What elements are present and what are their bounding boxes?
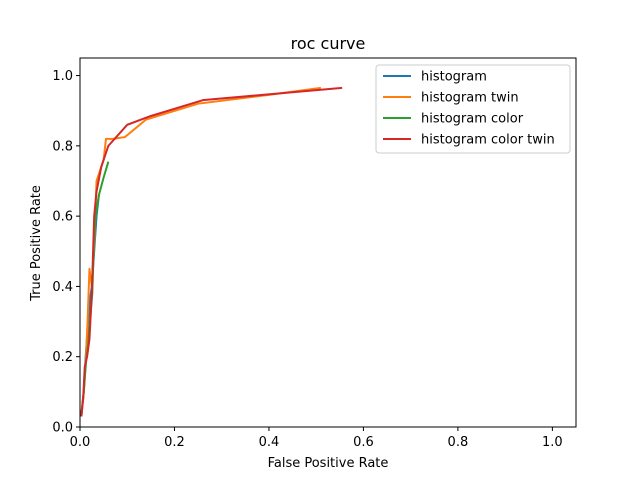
x-tick-label: 0.4 — [259, 435, 280, 450]
y-tick-label: 0.0 — [52, 421, 73, 436]
legend-label-1: histogram — [421, 70, 487, 85]
legend-frame — [375, 64, 571, 154]
series-layer — [80, 86, 343, 417]
legend-label-2: histogram twin — [421, 91, 519, 106]
y-axis-label: True Positive Rate — [29, 185, 44, 302]
series-line-4 — [80, 86, 343, 417]
y-tick-label: 0.2 — [52, 350, 73, 365]
legend-label-4: histogram color twin — [421, 133, 555, 148]
x-axis-ticks: 0.0 0.2 0.4 0.6 0.8 1.0 — [70, 427, 563, 450]
y-tick-label: 0.8 — [52, 139, 73, 154]
y-tick-label: 0.4 — [52, 280, 73, 295]
x-tick-label: 0.6 — [353, 435, 374, 450]
legend-label-3: histogram color — [421, 112, 524, 127]
legend: histogram histogram twin histogram color hi… — [375, 64, 571, 154]
y-tick-label: 0.6 — [52, 210, 73, 225]
y-tick-label: 1.0 — [52, 69, 73, 84]
plot-frame — [79, 57, 577, 428]
x-axis-label: False Positive Rate — [268, 456, 389, 471]
x-tick-label: 1.0 — [542, 435, 563, 450]
x-tick-label: 0.2 — [164, 435, 185, 450]
chart-title: roc curve — [291, 34, 366, 53]
x-tick-label: 0.0 — [70, 435, 91, 450]
x-tick-label: 0.8 — [448, 435, 469, 450]
y-axis-ticks: 0.0 0.2 0.4 0.6 0.8 1.0 — [52, 69, 80, 436]
